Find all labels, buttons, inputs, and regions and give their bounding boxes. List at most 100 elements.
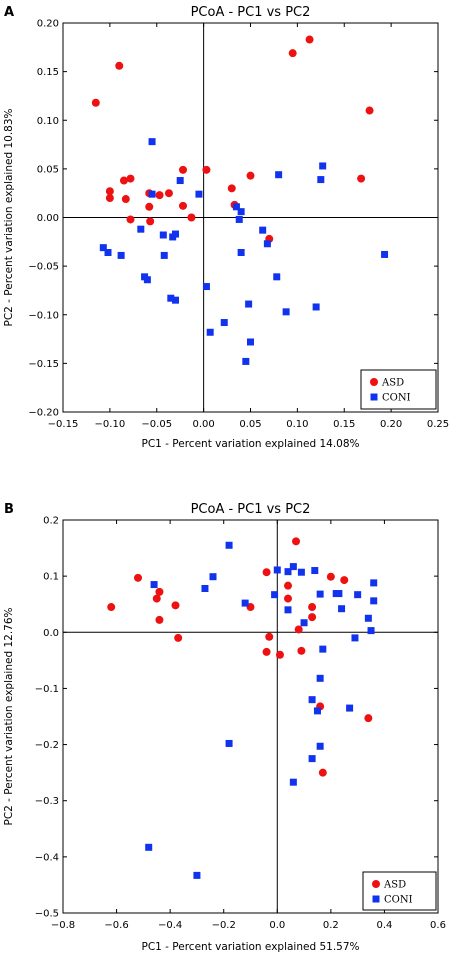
y-tick-label: −0.20	[28, 408, 59, 419]
x-axis-label: PC1 - Percent variation explained 14.08%	[142, 438, 360, 450]
legend-label-coni: CONI	[382, 393, 411, 404]
data-point-coni	[99, 244, 107, 252]
x-tick-label: −0.15	[48, 419, 79, 430]
x-tick-label: −0.2	[212, 920, 236, 931]
panel-letter: A	[4, 5, 14, 20]
x-tick-label: −0.4	[158, 920, 182, 931]
data-point-asd	[105, 187, 114, 196]
panel-a: A PCoA - PC1 vs PC2 −0.15 −0.10 −0.05 0.00 0.0…	[3, 5, 449, 450]
data-point-asd	[119, 176, 128, 185]
data-point-coni	[225, 541, 233, 549]
data-point-coni	[367, 627, 375, 635]
data-point-asd	[275, 650, 284, 659]
data-point-coni	[316, 674, 324, 682]
data-point-asd	[155, 191, 164, 200]
data-point-coni	[370, 597, 378, 605]
data-point-asd	[134, 573, 142, 582]
data-point-coni	[351, 634, 359, 642]
data-point-asd	[121, 195, 130, 204]
x-tick-label: 0.2	[323, 920, 339, 931]
data-point-coni	[206, 328, 214, 336]
data-point-asd	[365, 106, 374, 115]
data-point-asd	[288, 49, 297, 58]
data-point-asd	[107, 603, 116, 612]
data-point-coni	[297, 568, 305, 576]
panel-letter: B	[4, 502, 14, 517]
data-point-coni	[172, 296, 179, 304]
y-tick-label: 0.1	[43, 572, 59, 583]
y-tick-label: −0.3	[35, 796, 59, 807]
y-tick-label: −0.1	[35, 684, 59, 695]
data-point-asd	[126, 215, 135, 224]
data-point-coni	[364, 614, 372, 622]
data-point-coni	[172, 230, 179, 238]
data-point-asd	[179, 201, 187, 210]
x-tick-label: −0.8	[51, 920, 75, 931]
y-tick-label: −0.2	[35, 740, 59, 751]
data-point-asd	[308, 603, 317, 612]
data-point-coni	[263, 240, 271, 248]
legend-box	[362, 871, 437, 911]
data-point-coni	[312, 303, 320, 311]
x-tick-label: 0.6	[430, 920, 446, 931]
data-point-coni	[370, 579, 378, 587]
data-point-asd	[174, 633, 183, 642]
data-point-asd	[262, 568, 271, 577]
series-asd	[107, 537, 373, 777]
x-tick-label: 0.25	[427, 419, 449, 430]
data-point-coni	[150, 581, 158, 589]
data-point-asd	[297, 646, 306, 655]
legend-marker-coni	[372, 895, 380, 903]
data-point-coni	[273, 566, 281, 574]
data-point-asd	[126, 174, 135, 183]
legend-marker-asd	[370, 378, 378, 386]
data-point-coni	[335, 590, 343, 598]
legend-label-asd: ASD	[383, 880, 406, 891]
data-point-coni	[202, 283, 210, 291]
legend-label-coni: CONI	[384, 895, 413, 906]
data-point-asd	[326, 572, 335, 581]
legend-box	[360, 369, 437, 410]
data-point-coni	[289, 778, 297, 786]
data-point-asd	[187, 213, 196, 222]
data-point-coni	[167, 294, 175, 302]
series-coni	[145, 541, 378, 879]
data-point-asd	[246, 171, 255, 180]
data-point-coni	[284, 606, 292, 614]
data-point-coni	[273, 273, 281, 281]
y-tick-label: 0.0	[43, 628, 59, 639]
data-point-asd	[357, 174, 366, 183]
x-tick-label: 0.4	[376, 920, 392, 931]
y-tick-label: −0.5	[35, 909, 59, 920]
data-point-coni	[220, 319, 228, 327]
data-point-asd	[179, 165, 187, 174]
data-point-coni	[282, 308, 290, 316]
data-point-coni	[176, 177, 184, 185]
data-point-coni	[137, 225, 145, 233]
data-point-coni	[271, 591, 279, 599]
y-tick-label: 0.10	[37, 116, 59, 127]
data-point-asd	[294, 625, 303, 634]
data-point-coni	[311, 567, 319, 575]
data-point-coni	[209, 573, 217, 581]
legend: ASD CONI	[362, 871, 437, 911]
x-tick-label: 0.05	[239, 419, 261, 430]
data-point-coni	[245, 300, 253, 308]
series-coni	[99, 138, 389, 365]
x-tick-label: −0.10	[95, 419, 126, 430]
legend-marker-coni	[370, 393, 378, 401]
data-point-coni	[193, 871, 201, 879]
chart-title: PCoA - PC1 vs PC2	[191, 5, 311, 20]
y-tick-label: 0.00	[37, 213, 59, 224]
data-point-coni	[241, 599, 249, 607]
y-axis-label: PC2 - Percent variation explained 12.76%	[3, 607, 15, 825]
data-point-coni	[148, 190, 156, 198]
data-point-asd	[318, 768, 327, 777]
data-point-coni	[300, 619, 308, 627]
data-point-coni	[237, 208, 245, 216]
y-tick-label: 0.15	[37, 67, 59, 78]
data-point-asd	[364, 714, 373, 723]
data-point-asd	[265, 632, 274, 641]
data-point-coni	[338, 605, 346, 613]
